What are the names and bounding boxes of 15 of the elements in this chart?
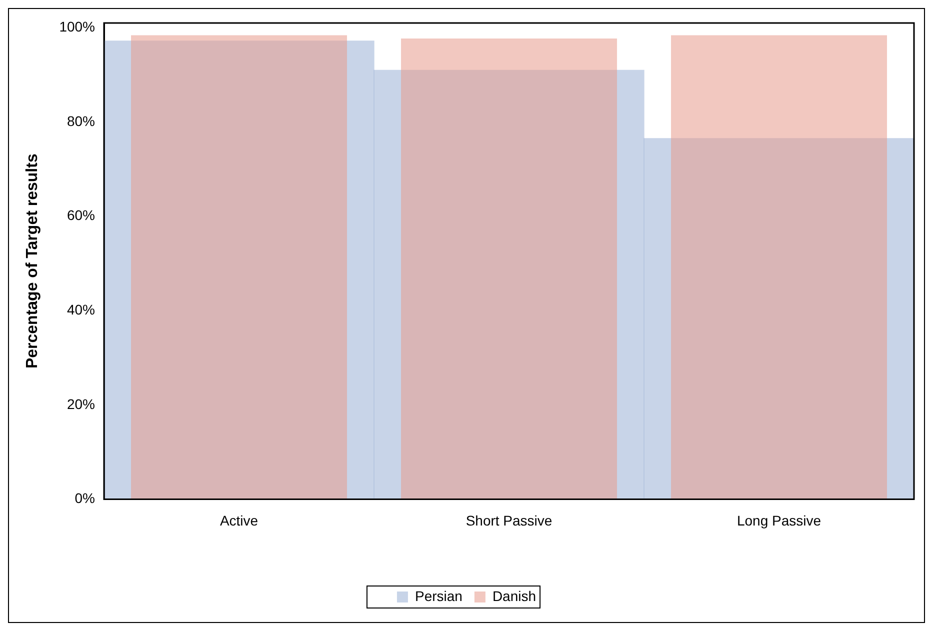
y-tick-label: 0% <box>74 490 96 506</box>
y-tick-label: 100% <box>59 18 96 35</box>
y-tick-label: 80% <box>66 112 96 129</box>
legend-label: Persian <box>414 588 462 604</box>
x-tick-label: Long Passive <box>736 512 822 528</box>
y-axis-title: Percentage of Target results <box>24 154 42 369</box>
y-tick-label: 40% <box>66 301 96 318</box>
y-tick-label: 60% <box>66 207 96 224</box>
bar <box>401 38 618 500</box>
x-tick-label: Active <box>220 512 258 528</box>
legend-label: Danish <box>492 588 536 604</box>
x-tick-label: Short Passive <box>466 512 552 528</box>
bar <box>131 35 348 500</box>
bar <box>671 35 887 500</box>
y-tick-label: 20% <box>66 396 96 412</box>
